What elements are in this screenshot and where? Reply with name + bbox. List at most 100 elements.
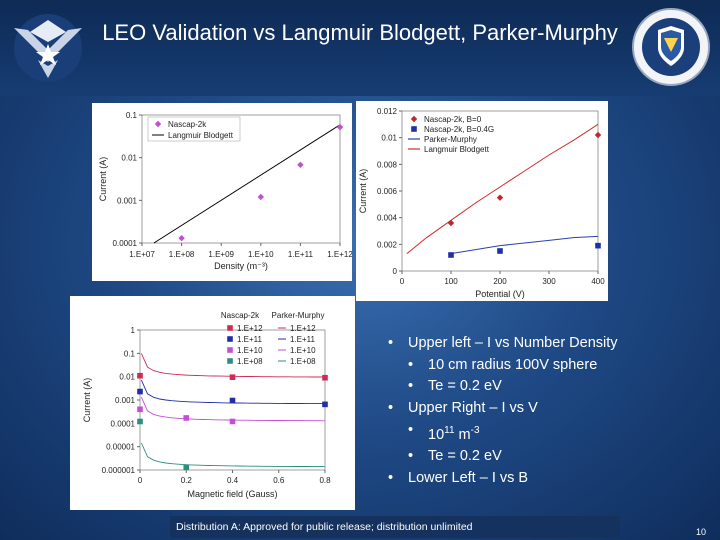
series-line-langmuir-blodgett [406, 123, 599, 255]
legend-marker [411, 126, 417, 132]
x-axis-label: Density (m⁻³) [214, 261, 268, 271]
chart-current-vs-potential-svg: 0 100 200 300 400 0 0.002 0.004 0.006 0.008 0.01 0.… [358, 107, 605, 299]
legend-marker [227, 358, 233, 364]
data-point-nascap-2k-b04g [497, 248, 503, 254]
y-tick-label: 0.004 [377, 214, 398, 223]
data-point-nascap-2k-b0 [594, 131, 602, 139]
title-bar [0, 0, 720, 96]
bullet-item: 10 cm radius 100V sphere [380, 355, 618, 377]
bullet-item: Te = 0.2 eV [380, 446, 618, 468]
data-point-1.E+12 [229, 374, 236, 380]
legend-marker [227, 325, 233, 331]
y-tick-label: 0.012 [377, 107, 398, 116]
bullet-item: Upper Right – I vs V [380, 398, 618, 420]
density-base: 10 [428, 426, 445, 443]
x-tick-label: 1.E+09 [208, 250, 234, 259]
legend-marker [227, 336, 233, 342]
x-tick-label: 0.2 [181, 476, 193, 485]
x-tick-label: 1.E+10 [248, 250, 274, 259]
legend-header: Nascap-2k [221, 311, 260, 320]
data-point-nascap-2k [336, 123, 344, 131]
series-line-langmuir-blodgett [153, 124, 341, 244]
data-point-nascap-2k-b0 [447, 219, 455, 227]
x-tick-label: 0 [400, 277, 405, 286]
slide-title: LEO Validation vs Langmuir Blodgett, Par… [102, 20, 618, 45]
data-point-nascap-2k-b0 [496, 194, 504, 201]
legend-label: Nascap-2k [168, 120, 207, 129]
bullet-item: Lower Left – I vs B [380, 468, 618, 490]
density-exponent: 11 [444, 424, 455, 436]
bullet-item: 1011 m-3 [380, 420, 618, 447]
x-tick-label: 100 [444, 277, 458, 286]
x-tick-label: 400 [591, 277, 605, 286]
chart-current-vs-density-svg: 1.E+07 1.E+08 1.E+09 1.E+10 1.E+11 1.E+12 0.00… [98, 111, 353, 271]
x-tick-label: 0.8 [319, 476, 331, 485]
x-tick-label: 0.4 [227, 476, 239, 485]
bullet-list: Upper left – I vs Number Density 10 cm r… [380, 333, 618, 490]
bullet-item: Te = 0.2 eV [380, 376, 618, 398]
legend-box [147, 116, 241, 142]
y-axis-label: Current (A) [98, 157, 108, 202]
series-line-parker-murphy [450, 235, 599, 255]
legend-label: 1.E+10 [237, 346, 263, 355]
y-axis-label: Current (A) [82, 378, 92, 423]
y-tick-label: 0.1 [124, 349, 136, 358]
y-tick-label: 1 [131, 326, 136, 335]
density-unit-exponent: -3 [470, 424, 480, 436]
data-point-1.E+11 [322, 401, 328, 408]
page-number: 10 [696, 527, 707, 537]
data-point-1.E+10 [183, 415, 190, 421]
legend-marker [410, 115, 418, 123]
y-tick-label: 0 [393, 267, 398, 276]
legend-label: Langmuir Blodgett [168, 131, 234, 140]
x-tick-label: 0.6 [273, 476, 285, 485]
y-tick-label: 0.000001 [102, 466, 136, 475]
legend-label: 1.E+12 [237, 324, 263, 333]
chart-current-vs-magnetic-field-svg: 0 0.2 0.4 0.6 0.8 0.000001 0.00001 0.0001 0.001 0… [82, 311, 331, 499]
data-point-nascap-2k [297, 161, 304, 169]
data-point-1.E+08 [137, 418, 143, 425]
chart-current-vs-potential: 0 100 200 300 400 0 0.002 0.004 0.006 0.008 0.01 0.… [356, 101, 608, 301]
legend-label: 1.E+08 [237, 357, 263, 366]
legend-label: 1.E+08 [290, 357, 316, 366]
x-tick-label: 0 [138, 476, 143, 485]
legend-marker [227, 347, 233, 353]
legend-label: 1.E+12 [290, 324, 316, 333]
y-tick-label: 0.01 [119, 373, 135, 382]
x-axis-label: Magnetic field (Gauss) [187, 489, 277, 499]
data-point-nascap-2k [178, 234, 185, 242]
y-tick-label: 0.0001 [111, 419, 136, 428]
y-tick-label: 0.1 [126, 111, 138, 120]
x-tick-label: 200 [493, 277, 507, 286]
y-tick-label: 0.008 [377, 160, 398, 169]
x-tick-label: 1.E+12 [327, 250, 352, 259]
distribution-footer: Distribution A: Approved for public rele… [170, 516, 620, 538]
y-tick-label: 0.01 [121, 154, 137, 163]
chart-current-vs-magnetic-field: 0 0.2 0.4 0.6 0.8 0.000001 0.00001 0.0001 0.001 0… [70, 296, 355, 510]
series-curve-1.E+08 [140, 442, 325, 468]
y-axis-label: Current (A) [358, 169, 368, 214]
x-tick-label: 300 [542, 277, 556, 286]
data-point-1.E+12 [137, 372, 143, 379]
y-tick-label: 0.006 [377, 187, 398, 196]
x-tick-label: 1.E+07 [129, 250, 155, 259]
data-point-nascap-2k-b04g [448, 252, 454, 258]
legend-label: Nascap-2k, B=0 [424, 115, 482, 124]
legend-label: Langmuir Blodgett [424, 145, 490, 154]
y-tick-label: 0.001 [117, 196, 138, 205]
data-point-1.E+08 [183, 464, 190, 471]
afrl-shield-icon [630, 6, 712, 88]
x-tick-label: 1.E+11 [288, 250, 314, 259]
legend-label: 1.E+10 [290, 346, 316, 355]
data-point-1.E+11 [229, 397, 236, 404]
legend-label: Parker-Murphy [424, 135, 477, 144]
y-tick-label: 0.0001 [113, 239, 138, 248]
legend-header: Parker-Murphy [272, 311, 325, 320]
legend-label: 1.E+11 [237, 335, 263, 344]
data-point-nascap-2k [257, 193, 264, 201]
y-tick-label: 0.001 [115, 396, 136, 405]
y-tick-label: 0.00001 [106, 443, 135, 452]
chart-current-vs-density: 1.E+07 1.E+08 1.E+09 1.E+10 1.E+11 1.E+12 0.00… [92, 103, 353, 281]
plot-frame [141, 114, 341, 244]
data-point-1.E+11 [137, 388, 143, 395]
